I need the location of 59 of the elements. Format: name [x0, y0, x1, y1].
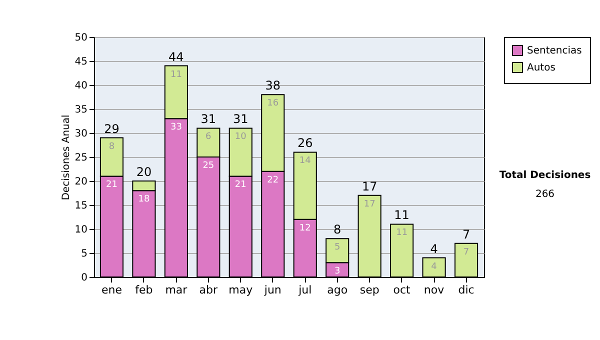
total-label: 4 — [430, 242, 438, 256]
data-label: 18 — [138, 194, 150, 205]
x-tick-label: ene — [101, 284, 122, 296]
data-label: 17 — [364, 199, 376, 210]
data-label: 7 — [463, 247, 470, 258]
data-label: 6 — [206, 132, 212, 142]
total-label: 31 — [200, 112, 216, 126]
data-label: 22 — [267, 175, 279, 186]
total-label: 38 — [265, 78, 281, 93]
x-tick-label: jun — [263, 284, 282, 296]
x-tick-label: abr — [199, 284, 218, 296]
x-tick-label: dic — [458, 284, 474, 296]
x-tick-label: mar — [165, 284, 188, 296]
y-tick-label: 35 — [74, 104, 88, 116]
data-label: 33 — [170, 122, 182, 133]
total-label: 7 — [462, 227, 470, 242]
x-tick-label: jul — [298, 284, 312, 296]
x-tick-label: nov — [424, 284, 445, 296]
legend-label: Sentencias — [527, 46, 582, 56]
total-label: 11 — [394, 208, 410, 222]
y-tick-label: 45 — [74, 56, 88, 68]
text: Total Decisiones — [498, 170, 592, 181]
total-label: 8 — [334, 222, 342, 237]
y-axis-title: Decisiones Anual — [60, 114, 72, 200]
x-tick-label: feb — [135, 284, 153, 296]
y-tick-label: 20 — [74, 176, 88, 188]
text: 266 — [534, 189, 556, 200]
data-label: 8 — [108, 142, 115, 152]
total-label: 31 — [233, 112, 248, 126]
y-tick-label: 5 — [81, 248, 88, 260]
data-label: 25 — [202, 161, 214, 171]
total-label: 29 — [104, 122, 120, 136]
y-tick-label: 30 — [74, 128, 88, 140]
x-tick-label: sep — [360, 284, 380, 296]
legend-label: Autos — [527, 62, 556, 74]
total-label: 26 — [297, 136, 313, 150]
data-label: 21 — [234, 180, 246, 190]
data-label: 4 — [431, 262, 438, 272]
y-tick-label: 25 — [74, 152, 88, 164]
data-label: 12 — [299, 223, 311, 234]
data-label: 5 — [334, 242, 340, 253]
y-tick-label: 40 — [74, 80, 88, 92]
y-tick-label: 50 — [74, 32, 88, 44]
data-label: 3 — [334, 266, 340, 277]
data-label: 14 — [299, 156, 312, 166]
x-tick-label: ago — [327, 284, 348, 296]
total-label: 44 — [168, 50, 184, 64]
data-label: 10 — [234, 132, 247, 142]
y-tick-label: 15 — [74, 200, 88, 212]
y-tick-label: 0 — [81, 272, 88, 284]
x-tick-label: oct — [393, 284, 412, 296]
total-label: 20 — [136, 165, 152, 179]
data-label: 21 — [106, 180, 118, 190]
y-tick-label: 10 — [74, 224, 88, 236]
x-tick-label: may — [228, 284, 254, 296]
data-label: 11 — [170, 70, 182, 80]
data-label: 11 — [396, 228, 408, 238]
total-label: 17 — [362, 179, 378, 194]
data-label: 16 — [267, 98, 279, 109]
